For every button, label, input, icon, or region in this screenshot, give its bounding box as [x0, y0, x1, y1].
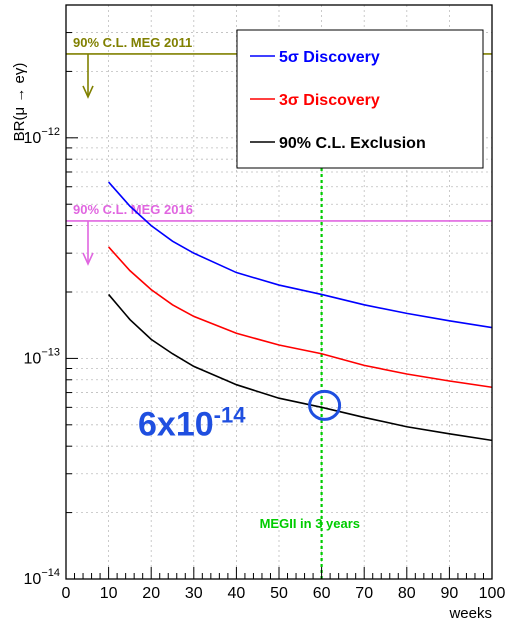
x-tick-label: 30	[185, 585, 203, 602]
legend: 5σ Discovery 3σ Discovery 90% C.L. Exclusi…	[236, 29, 484, 169]
x-tick-label: 70	[355, 585, 373, 602]
y-tick-label-exponent: −13	[41, 346, 60, 358]
x-tick-label: 10	[100, 585, 118, 602]
y-tick-label-base: 10	[24, 130, 42, 147]
legend-label: 90% C.L. Exclusion	[279, 135, 426, 152]
y-tick-label: 10−13	[24, 346, 60, 367]
highlight-circle	[308, 389, 342, 421]
y-tick-label: 10−14	[24, 567, 60, 588]
y-tick-label-base: 10	[24, 350, 42, 367]
series-group	[107, 181, 492, 442]
x-tick-label: 40	[228, 585, 246, 602]
x-tick-label: 60	[313, 585, 331, 602]
y-tick-label-base: 10	[24, 571, 42, 588]
x-tick-label: 100	[479, 585, 506, 602]
legend-label: 3σ Discovery	[279, 92, 380, 109]
x-tick-label: 90	[441, 585, 459, 602]
megii-label: MEGII in 3 years	[260, 516, 360, 531]
series-line	[108, 181, 492, 329]
limit-arrow-head	[82, 85, 94, 99]
x-tick-label: 80	[398, 585, 416, 602]
series-line	[108, 246, 492, 389]
series-line	[107, 293, 492, 442]
x-axis-title: weeks	[448, 605, 492, 622]
y-axis-title: BR(μ → eγ)	[11, 63, 28, 142]
y-tick-label: 10−12	[24, 126, 60, 147]
x-tick-label: 50	[270, 585, 288, 602]
highlight-label: 6x10-14	[138, 402, 246, 443]
x-tick-label: 0	[62, 585, 71, 602]
legend-label: 5σ Discovery	[279, 49, 380, 66]
x-tick-label: 20	[142, 585, 160, 602]
y-tick-label-exponent: −12	[41, 126, 60, 138]
legend-box	[236, 29, 484, 169]
y-tick-label-exponent: −14	[41, 567, 60, 579]
reference-line-label: 90% C.L. MEG 2011	[73, 35, 192, 50]
highlight-label-base: 6x10	[138, 405, 214, 443]
limit-arrow-head	[82, 252, 94, 266]
axis-ticks	[65, 4, 493, 580]
highlight-label-exponent: -14	[214, 402, 247, 427]
x-tick-labels: 0 10 20 30 40 50 60 70 80 90 100	[62, 585, 506, 602]
